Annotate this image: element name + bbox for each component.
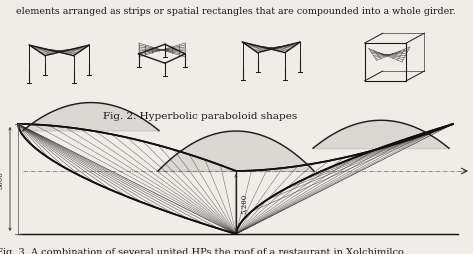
Text: elements arranged as strips or spatial rectangles that are compounded into a who: elements arranged as strips or spatial r… <box>16 7 456 16</box>
Text: 3600: 3600 <box>0 170 5 188</box>
Text: Fig. 3. A combination of several united HPs the roof of a restaurant in Xolchimi: Fig. 3. A combination of several united … <box>0 247 404 254</box>
Text: Fig. 2. Hyperbolic paraboloid shapes: Fig. 2. Hyperbolic paraboloid shapes <box>103 112 297 121</box>
Text: 5,200: 5,200 <box>240 193 248 213</box>
